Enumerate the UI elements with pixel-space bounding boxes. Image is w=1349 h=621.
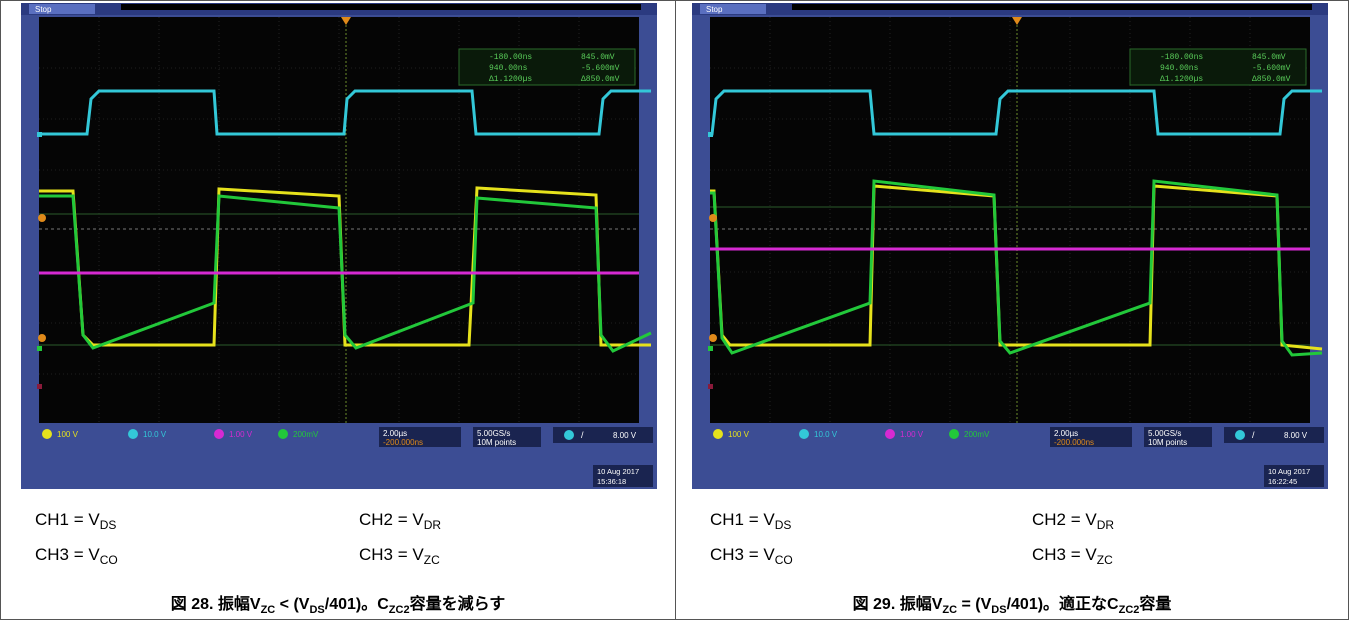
time-stamp: 15:36:18 [597, 477, 626, 486]
caption-ch3-vzc: CH3 = VZC [1032, 545, 1113, 567]
meas-value: Δ850.0mV [581, 75, 620, 84]
channel-bar: 100 V 10.0 V 1.00 V 200mV [713, 429, 990, 439]
trigger-marker-icon [1012, 17, 1022, 25]
date-stamp: 10 Aug 2017 [597, 467, 639, 476]
figure-panel-28: Stop -180.00ns 845.0mV 940. [0, 0, 676, 620]
run-stop-badge [700, 4, 766, 14]
trigger-source-icon [564, 430, 574, 440]
ch2-marker-icon [708, 132, 713, 137]
meas-value: Δ850.0mV [1252, 75, 1291, 84]
status-text: Stop [35, 5, 52, 14]
timebase: 2.00µs [383, 429, 407, 438]
record-length: 10M points [477, 438, 516, 447]
sample-rate: 5.00GS/s [477, 429, 510, 438]
ch2-scale: 10.0 V [814, 430, 838, 439]
timebase: 2.00µs [1054, 429, 1078, 438]
trigger-level: 8.00 V [613, 431, 637, 440]
ch4-marker-icon [37, 346, 42, 351]
ch2-waveform [39, 89, 651, 136]
graticule [710, 17, 1310, 423]
caption-ch1: CH1 = VDS [35, 510, 117, 532]
record-bar [121, 4, 641, 10]
ch3-scale: 1.00 V [229, 430, 253, 439]
ref-marker-icon [709, 334, 717, 342]
sample-rate: 5.00GS/s [1148, 429, 1181, 438]
ref-marker-icon [38, 214, 46, 222]
caption-ch1: CH1 = VDS [710, 510, 792, 532]
svg-text:/: / [581, 430, 584, 440]
caption-ch3-vzc: CH3 = VZC [359, 545, 440, 567]
meas-value: Δ1.1200µs [1160, 75, 1203, 84]
trigger-position: -200.000ns [1054, 438, 1094, 447]
status-text: Stop [706, 5, 723, 14]
ch3-marker-icon [37, 384, 42, 389]
ch4-scale: 200mV [964, 430, 990, 439]
svg-text:/: / [1252, 430, 1255, 440]
figure-title: 図 28. 振幅VZC < (VDS/401)。CZC2容量を減らす [170, 596, 506, 616]
figure-title: 図 29. 振幅VZC = (VDS/401)。適正なCZC2容量 [852, 596, 1172, 616]
meas-value: 940.00ns [489, 64, 528, 73]
meas-value: -5.600mV [581, 64, 620, 73]
ch2-marker-icon [37, 132, 42, 137]
trigger-source-icon [1235, 430, 1245, 440]
ch2-waveform [710, 89, 1322, 136]
meas-value: 940.00ns [1160, 64, 1199, 73]
record-bar [792, 4, 1312, 10]
trigger-position: -200.000ns [383, 438, 423, 447]
channel-bar: 100 V 10.0 V 1.00 V 200mV [42, 429, 319, 439]
measurement-box [1129, 48, 1307, 86]
measurement-box [458, 48, 636, 86]
record-length: 10M points [1148, 438, 1187, 447]
oscilloscope-screenshot: Stop -180.00ns 845.0mV 940. [692, 3, 1328, 489]
run-stop-badge [29, 4, 95, 14]
meas-value: Δ1.1200µs [489, 75, 532, 84]
caption-ch2: CH2 = VDR [359, 510, 442, 532]
oscilloscope-screenshot: Stop -180.00ns 845.0mV 940. [21, 3, 657, 489]
ch4-waveform [39, 194, 652, 353]
ch3-marker-icon [708, 384, 713, 389]
ref-marker-icon [709, 214, 717, 222]
meas-value: 845.0mV [1252, 53, 1286, 62]
ref-marker-icon [38, 334, 46, 342]
meas-value: -180.00ns [1160, 53, 1203, 62]
caption-ch3-vco: CH3 = VCO [710, 545, 793, 567]
figure-panel-29: Stop -180.00ns 845.0mV 940. [676, 0, 1349, 620]
meas-value: -180.00ns [489, 53, 532, 62]
ch4-waveform [710, 179, 1323, 357]
ch4-marker-icon [708, 346, 713, 351]
ch3-scale: 1.00 V [900, 430, 924, 439]
caption-ch2: CH2 = VDR [1032, 510, 1115, 532]
caption-ch3-vco: CH3 = VCO [35, 545, 118, 567]
trigger-level: 8.00 V [1284, 431, 1308, 440]
time-stamp: 16:22:45 [1268, 477, 1297, 486]
date-stamp: 10 Aug 2017 [1268, 467, 1310, 476]
meas-value: 845.0mV [581, 53, 615, 62]
meas-value: -5.600mV [1252, 64, 1291, 73]
ch1-scale: 100 V [57, 430, 79, 439]
ch1-scale: 100 V [728, 430, 750, 439]
ch4-scale: 200mV [293, 430, 319, 439]
ch2-scale: 10.0 V [143, 430, 167, 439]
trigger-marker-icon [341, 17, 351, 25]
